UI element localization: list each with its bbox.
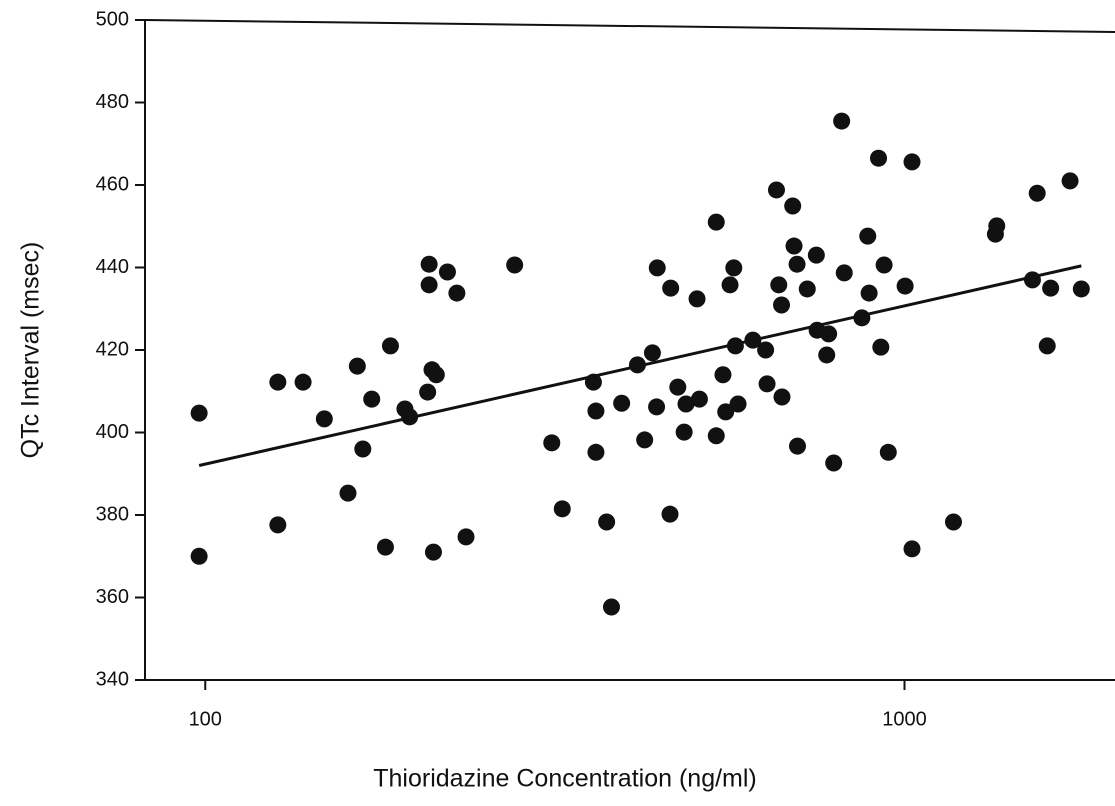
data-point [661,505,679,523]
data-point [598,513,616,531]
data-point [448,284,466,302]
data-point [553,500,571,518]
data-point [707,427,725,445]
data-point [636,431,654,449]
data-point [903,540,921,558]
data-point [675,423,693,441]
data-point [903,153,921,171]
data-point [1028,184,1046,202]
y-tick-label: 480 [96,91,129,113]
data-point [725,259,743,277]
data-point [648,398,666,416]
y-tick-label: 380 [96,503,129,525]
data-point [457,528,475,546]
axis-top [144,19,1115,33]
data-point [833,112,851,130]
data-point [643,344,661,362]
data-point [758,375,776,393]
y-tick-label: 340 [96,668,129,690]
data-point [339,484,357,502]
data-point [315,410,333,428]
data-point [376,538,394,556]
data-point [269,373,287,391]
data-point [785,237,803,255]
data-point [1072,280,1090,298]
data-point [294,373,312,391]
data-point [767,181,785,199]
data-point [773,296,791,314]
data-point [648,259,666,277]
data-point [424,543,442,561]
y-tick-label: 440 [96,256,129,278]
x-tick-label: 100 [189,708,222,730]
data-point [420,276,438,294]
data-point [820,325,838,343]
data-point [587,443,605,461]
data-point [721,276,739,294]
trend-line [198,264,1082,467]
data-point [190,547,208,565]
y-tick-label: 420 [96,338,129,360]
data-point [602,598,620,616]
data-point [690,390,708,408]
data-point [714,366,732,384]
data-point [757,341,775,359]
y-tick-label: 460 [96,173,129,195]
data-point [729,395,747,413]
data-point [1061,172,1079,190]
data-point [1038,337,1056,355]
data-point [872,338,890,356]
y-tick-label: 360 [96,586,129,608]
data-point [896,277,914,295]
data-point [726,337,744,355]
data-point [835,264,853,282]
data-point [944,513,962,531]
data-point [190,404,208,422]
data-point [788,255,806,273]
x-tick-label: 1000 [882,708,927,730]
data-point [870,149,888,167]
data-point [879,443,897,461]
data-point [807,246,825,264]
data-point [688,290,706,308]
data-point [1042,279,1060,297]
data-point [773,388,791,406]
y-axis-title: QTc Interval (msec) [17,242,45,459]
data-point [269,516,287,534]
data-point [381,337,399,355]
data-point [988,217,1006,235]
data-point [717,403,735,421]
data-point [348,357,366,375]
data-point [1023,271,1041,289]
data-point [543,434,561,452]
data-point [419,383,437,401]
data-point [427,366,445,384]
data-point [506,256,524,274]
data-point [613,394,631,412]
data-point [798,280,816,298]
data-point [818,346,836,364]
data-point [860,284,878,302]
data-point [420,255,438,273]
data-point [770,276,788,294]
data-point [707,213,725,231]
data-point [438,263,456,281]
data-point [788,437,806,455]
data-point [587,402,605,420]
y-tick-label: 400 [96,421,129,443]
x-axis-title: Thioridazine Concentration (ng/ml) [373,765,757,793]
data-point [677,395,695,413]
data-point [825,454,843,472]
data-point [669,378,687,396]
data-point [354,440,372,458]
data-point [875,256,893,274]
data-point [784,197,802,215]
data-point [363,390,381,408]
data-point [859,227,877,245]
y-tick-label: 500 [96,8,129,30]
data-point [662,279,680,297]
